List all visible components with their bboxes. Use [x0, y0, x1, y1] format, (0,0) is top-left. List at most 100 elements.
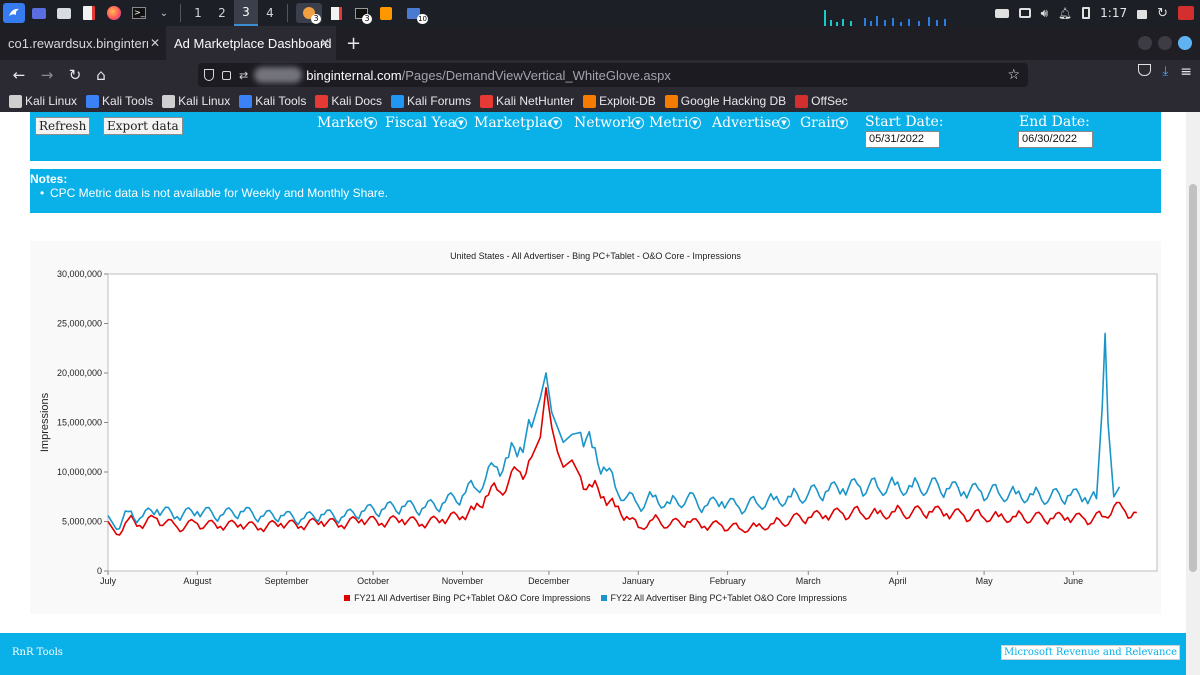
dropdown-label: Network	[574, 115, 636, 131]
bookmark-item[interactable]: Kali Docs	[315, 94, 382, 108]
url-text[interactable]: binginternal.com/Pages/DemandViewVertica…	[306, 68, 671, 83]
plot-area	[107, 273, 1158, 572]
chevron-down-icon[interactable]: ▼	[778, 117, 790, 129]
close-window-icon[interactable]	[1178, 36, 1192, 50]
bookmark-item[interactable]: Exploit-DB	[583, 94, 656, 108]
chevron-down-icon[interactable]: ▼	[836, 117, 848, 129]
task-terminal-icon[interactable]: 3	[350, 3, 372, 24]
task-sublime-icon[interactable]	[375, 3, 397, 23]
downloads-icon[interactable]: ⤓	[1162, 64, 1169, 79]
footer-rnr-tools[interactable]: RnR Tools	[12, 647, 63, 658]
bookmark-item[interactable]: Kali Linux	[9, 94, 77, 108]
battery-icon[interactable]	[1082, 7, 1091, 19]
bookmarks-bar: Kali Linux Kali Tools Kali Linux Kali Tools…	[0, 90, 1200, 112]
bookmark-label: Google Hacking DB	[680, 94, 787, 108]
footer-microsoft-link[interactable]: Microsoft Revenue and Relevance	[1001, 645, 1180, 660]
legend-item-fy22[interactable]: FY22 All Advertiser Bing PC+Tablet O&O C…	[600, 593, 847, 603]
bookmark-item[interactable]: Google Hacking DB	[664, 94, 787, 108]
dropdown-label: Market	[317, 115, 369, 131]
terminal-icon[interactable]: >_	[132, 7, 146, 19]
chevron-down-icon[interactable]: ▼	[550, 117, 562, 129]
volume-icon[interactable]: 🔊︎	[1040, 5, 1049, 20]
kali-menu-icon[interactable]	[3, 3, 25, 23]
minimize-icon[interactable]	[1138, 36, 1152, 50]
workspace-2[interactable]: 2	[218, 6, 226, 20]
file-manager-icon[interactable]	[53, 3, 75, 23]
firefox-icon[interactable]	[103, 3, 125, 23]
bookmark-label: Kali NetHunter	[496, 94, 575, 108]
clock[interactable]: 1:17	[1100, 6, 1128, 20]
tab-rewardsux[interactable]: co1.rewardsux.binginternal.co ✕	[0, 26, 166, 60]
chevron-down-icon[interactable]: ▼	[689, 117, 701, 129]
bookmark-item[interactable]: Kali NetHunter	[480, 94, 574, 108]
dropdown-label: Advertiser	[712, 115, 782, 131]
shield-icon[interactable]	[204, 69, 214, 81]
text-editor-icon[interactable]	[78, 3, 100, 23]
back-icon[interactable]: ←	[12, 66, 26, 84]
x-tick-label: June	[1064, 576, 1084, 586]
chart-plot: 0 5,000,000 10,000,000 15,000,000 20,000,000…	[39, 269, 1158, 586]
task-editor-icon[interactable]	[325, 3, 347, 23]
lock-icon[interactable]	[1137, 10, 1148, 19]
browser-tabstrip: co1.rewardsux.binginternal.co ✕ Ad Marke…	[0, 26, 1200, 60]
bookmark-star-icon[interactable]: ☆	[1007, 67, 1020, 83]
chevron-down-icon[interactable]: ▼	[364, 117, 377, 129]
chevron-down-icon[interactable]: ▼	[455, 117, 467, 129]
series-line-fy21[interactable]	[107, 387, 1137, 536]
reload-icon[interactable]: ↻	[68, 66, 82, 84]
task-window-icon[interactable]: 10	[400, 3, 428, 24]
bookmark-item[interactable]: Kali Tools	[86, 94, 153, 108]
grain-dropdown[interactable]: Grain ▼	[800, 115, 848, 131]
network-dropdown[interactable]: Network ▼	[574, 115, 644, 131]
x-tick-label: September	[265, 576, 309, 586]
bookmark-item[interactable]: Kali Tools	[239, 94, 306, 108]
menu-icon[interactable]: ≡	[1180, 64, 1192, 80]
scrollbar-thumb[interactable]	[1189, 184, 1197, 572]
fiscal-year-dropdown[interactable]: Fiscal Year ▼	[385, 115, 467, 131]
url-bar[interactable]: ⇄ binginternal.com/Pages/DemandViewVerti…	[198, 63, 1028, 87]
chevron-down-icon[interactable]: ▼	[632, 117, 644, 129]
workspace-1[interactable]: 1	[194, 6, 202, 20]
desktop-icon[interactable]	[28, 3, 50, 23]
export-data-button[interactable]: Export data	[103, 117, 183, 135]
bookmark-item[interactable]: Kali Linux	[162, 94, 230, 108]
legend-label: FY21 All Advertiser Bing PC+Tablet O&O C…	[354, 593, 591, 603]
power-user-icon[interactable]	[1178, 6, 1194, 20]
legend-item-fy21[interactable]: FY21 All Advertiser Bing PC+Tablet O&O C…	[344, 593, 591, 603]
camera-icon[interactable]	[994, 8, 1009, 18]
maximize-icon[interactable]	[1158, 36, 1172, 50]
market-dropdown[interactable]: Market ▼	[317, 115, 377, 131]
kali-docs-icon	[315, 94, 329, 108]
start-date-input[interactable]: 05/31/2022	[865, 131, 940, 148]
workspace-3[interactable]: 3	[234, 0, 258, 26]
close-tab-icon[interactable]: ✕	[149, 36, 160, 50]
end-date-input[interactable]: 06/30/2022	[1018, 131, 1093, 148]
marketplace-dropdown[interactable]: Marketplace▼	[474, 115, 562, 131]
forward-icon[interactable]: →	[40, 66, 54, 84]
dropdown-label: Metric	[649, 115, 693, 131]
home-icon[interactable]: ⌂	[96, 66, 106, 84]
notifications-icon[interactable]: 🔔︎	[1058, 6, 1073, 20]
pocket-icon[interactable]	[1137, 64, 1151, 76]
badge-count: 3	[311, 14, 321, 24]
metric-dropdown[interactable]: Metric ▼	[649, 115, 701, 131]
x-tick-label: March	[796, 576, 821, 586]
chevron-down-icon[interactable]: ⌄	[159, 7, 169, 19]
task-app-icon[interactable]: 3	[296, 3, 322, 24]
series-line-fy22[interactable]	[107, 332, 1121, 531]
insecure-lock-icon[interactable]	[222, 70, 231, 80]
screen-icon[interactable]	[1018, 8, 1031, 18]
close-tab-icon[interactable]: ✕	[319, 36, 330, 50]
permissions-icon[interactable]: ⇄	[239, 68, 249, 82]
scrollbar[interactable]	[1186, 112, 1200, 675]
bookmark-item[interactable]: OffSec	[795, 94, 848, 108]
chart-title: United States - All Advertiser - Bing PC…	[450, 251, 741, 261]
advertiser-dropdown[interactable]: Advertiser ▼	[712, 115, 790, 131]
bookmark-item[interactable]: Kali Forums	[391, 94, 471, 108]
kali-tools-icon	[239, 94, 253, 108]
new-tab-icon[interactable]: +	[346, 32, 362, 54]
workspace-4[interactable]: 4	[266, 6, 274, 20]
refresh-session-icon[interactable]: ↻	[1157, 5, 1168, 21]
refresh-button[interactable]: Refresh	[35, 117, 91, 135]
tab-ad-marketplace[interactable]: Ad Marketplace Dashboard ✕	[166, 26, 336, 60]
